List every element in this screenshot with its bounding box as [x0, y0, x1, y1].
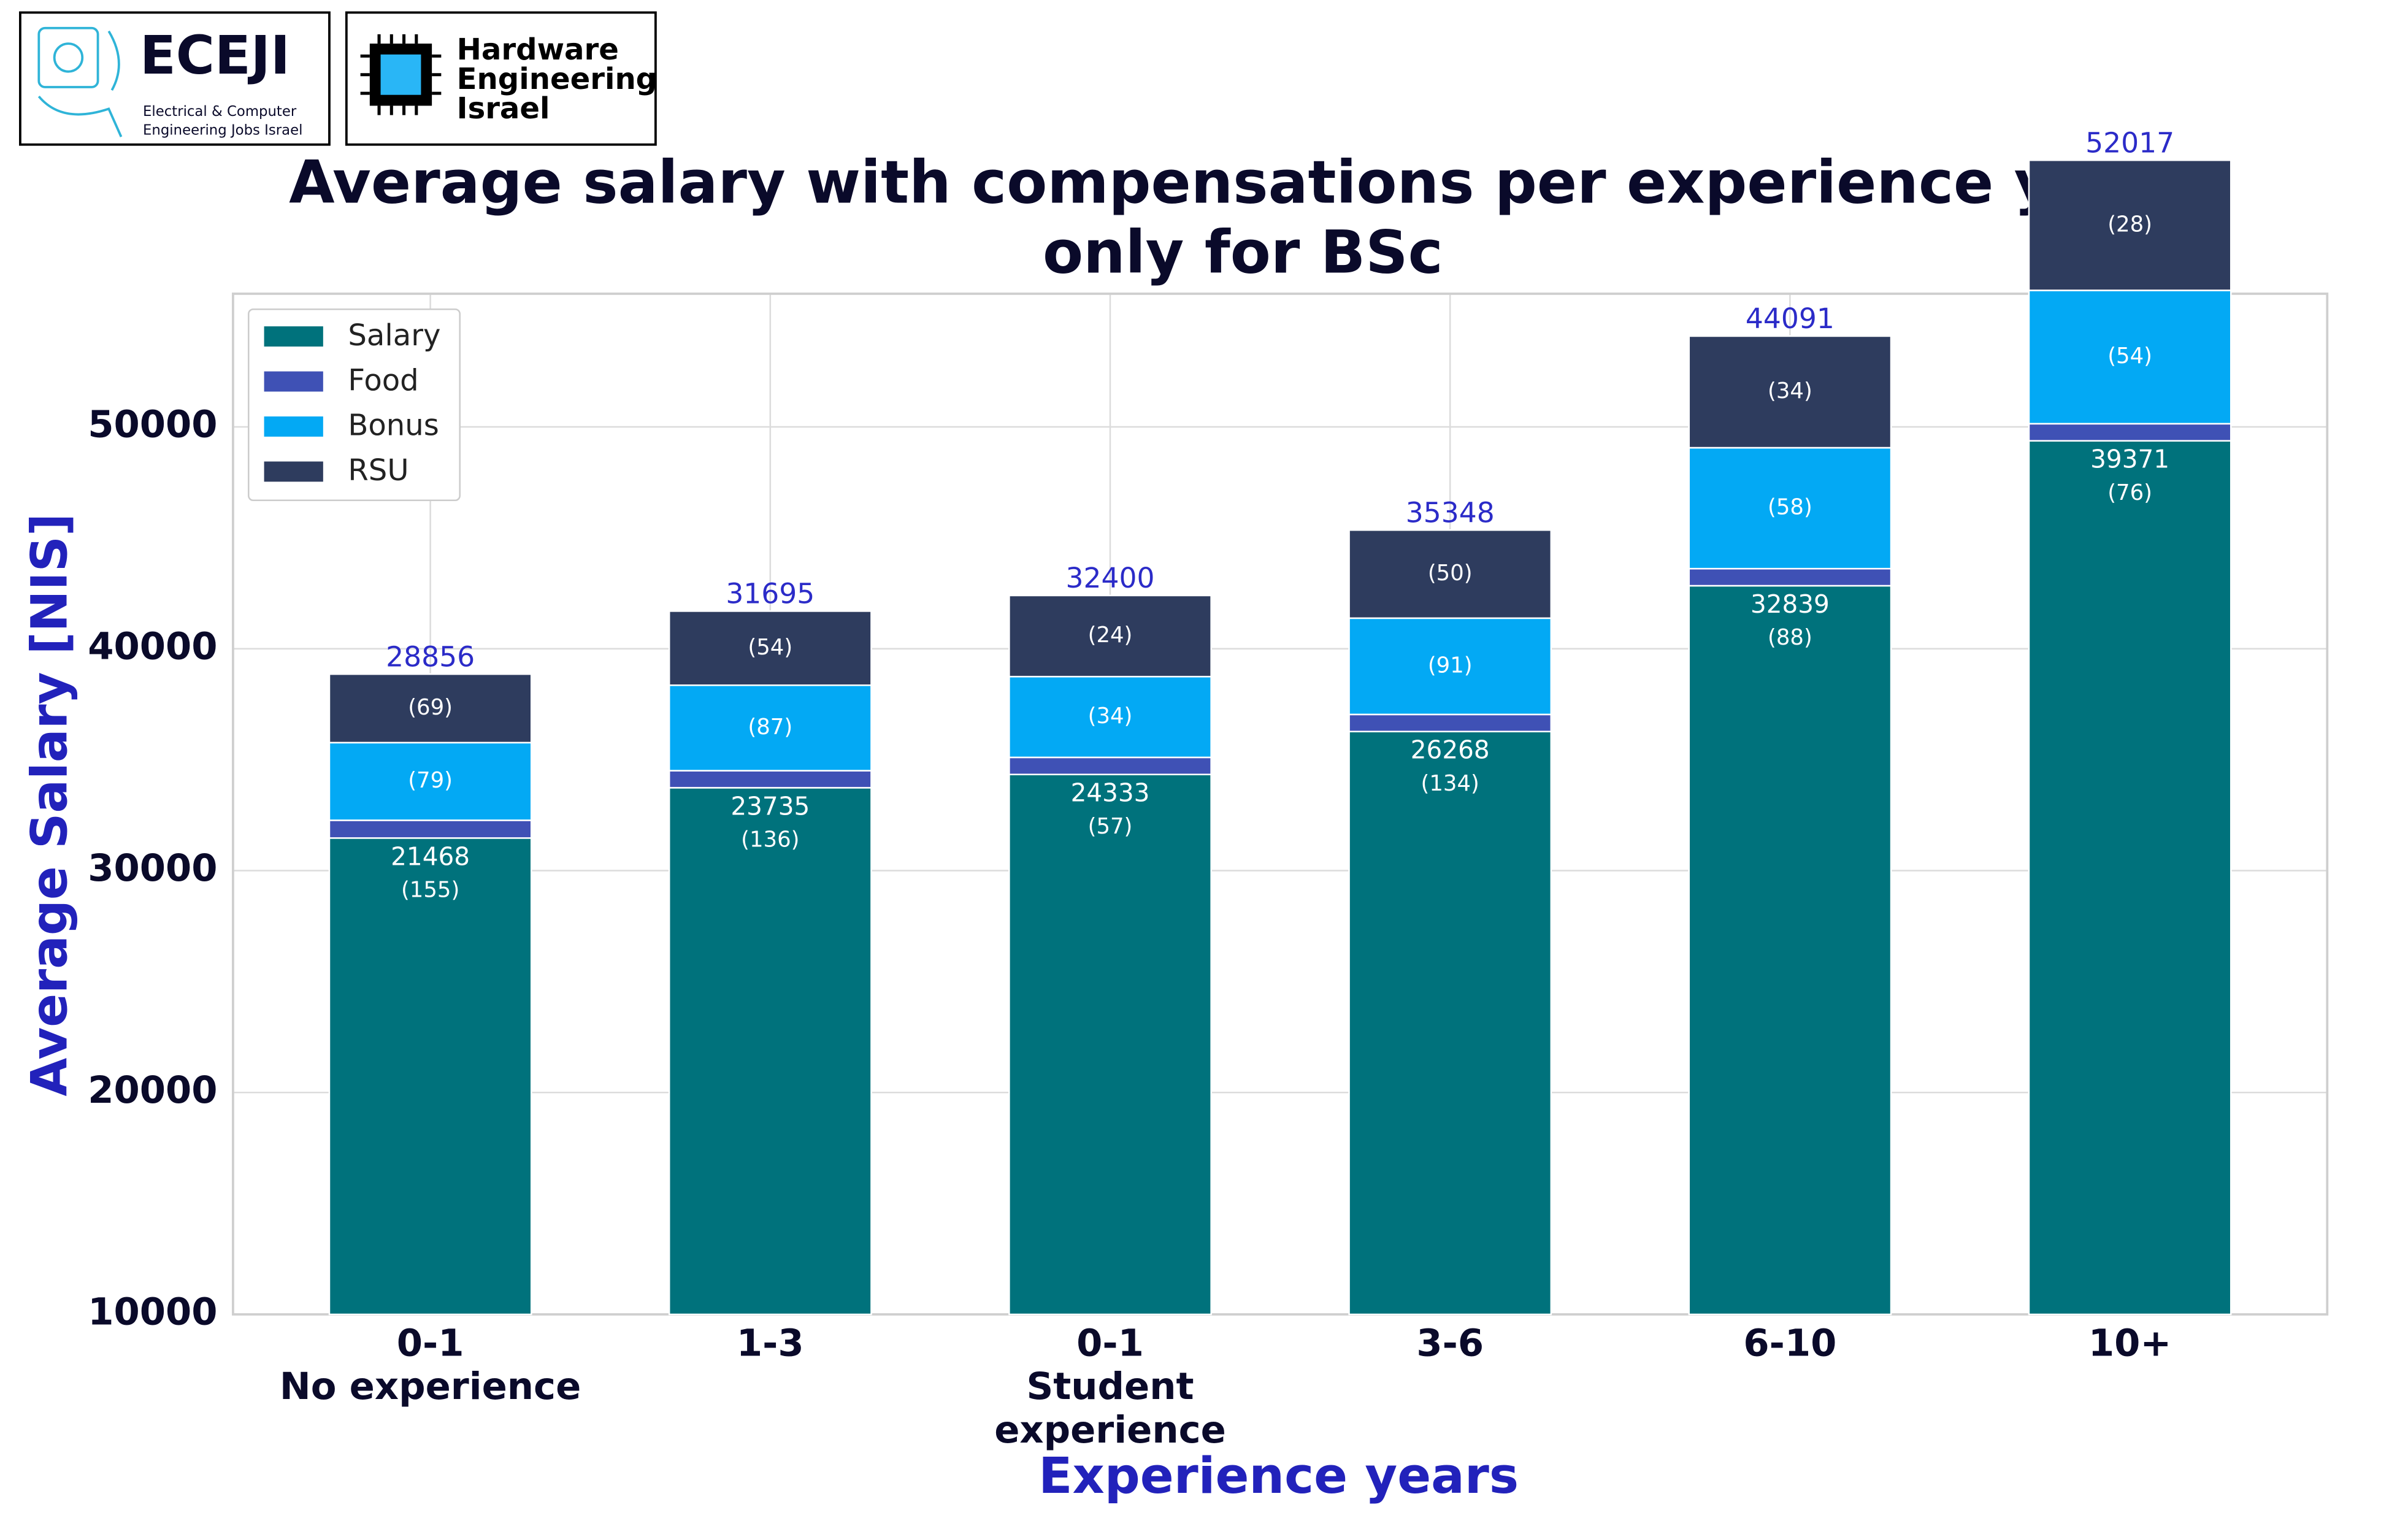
chart-title: only for BSc — [1043, 218, 1443, 286]
bar-segment — [2028, 423, 2232, 442]
total-label: 44091 — [1746, 302, 1835, 335]
count-label: (58) — [1768, 495, 1812, 520]
legend-swatch — [264, 416, 323, 437]
count-label: (87) — [748, 715, 792, 740]
plot-frame — [232, 292, 2329, 1316]
count-label: (91) — [1428, 653, 1473, 678]
bar-segment — [668, 770, 872, 789]
eceji-line: Electrical & Computer — [143, 104, 297, 120]
bar-segment — [1348, 617, 1552, 716]
bar-segment — [2028, 289, 2232, 425]
bar-segment — [328, 742, 532, 821]
bar-segment — [328, 819, 532, 839]
bar-segment — [1688, 585, 1892, 1316]
x-tick-label: 1-3 — [737, 1322, 804, 1365]
count-label: (76) — [2107, 480, 2152, 505]
x-tick-label: Student — [1026, 1365, 1194, 1408]
bar-segment — [1348, 713, 1552, 732]
total-label: 32400 — [1066, 562, 1155, 594]
x-tick-label: No experience — [280, 1365, 581, 1408]
y-tick-label: 20000 — [88, 1069, 217, 1112]
legend-swatch — [264, 461, 323, 482]
count-label: (57) — [1088, 814, 1133, 839]
bar-segment — [1008, 773, 1212, 1316]
y-tick-label: 50000 — [88, 404, 217, 447]
eceji-line: Engineering Jobs Israel — [143, 122, 302, 138]
count-label: (88) — [1768, 625, 1812, 650]
hwi-line: Hardware — [457, 33, 619, 67]
bar-segment — [668, 610, 872, 686]
count-label: (34) — [1768, 378, 1812, 404]
count-label: (79) — [408, 768, 453, 793]
hwi-icon — [360, 34, 442, 115]
y-tick-label: 40000 — [88, 625, 217, 668]
x-tick-label: 6-10 — [1743, 1322, 1836, 1365]
legend-label: RSU — [348, 453, 408, 488]
bar-segment — [1348, 730, 1552, 1316]
count-label: (69) — [408, 695, 453, 720]
eceji-icon — [37, 26, 123, 137]
legend-box — [247, 308, 461, 502]
eceji-logo-frame — [19, 11, 331, 146]
legend-label: Food — [348, 363, 418, 397]
total-label: 28856 — [386, 640, 475, 673]
count-label: (54) — [2107, 343, 2152, 369]
data-label: 24333 — [1071, 778, 1150, 808]
legend-label: Salary — [348, 318, 440, 353]
data-label: 26268 — [1411, 735, 1490, 765]
count-label: (134) — [1421, 771, 1479, 796]
count-label: (50) — [1428, 561, 1473, 586]
bar-segment — [1008, 594, 1212, 678]
total-label: 31695 — [726, 578, 815, 610]
x-axis-label: Experience years — [1038, 1447, 1519, 1505]
legend-swatch — [264, 371, 323, 392]
bar-segment — [328, 673, 532, 744]
bar-segment — [1008, 756, 1212, 775]
total-label: 52017 — [2085, 126, 2174, 159]
data-label: 39371 — [2090, 445, 2169, 474]
eceji-name: ECEJI — [140, 25, 290, 86]
count-label: (54) — [748, 635, 792, 660]
count-label: (155) — [401, 877, 459, 902]
bar-segment — [668, 787, 872, 1316]
count-label: (34) — [1088, 703, 1133, 729]
y-axis-label: Average Salary [NIS] — [21, 513, 79, 1096]
hwi-line: Engineering — [457, 62, 657, 96]
bar-segment — [2028, 440, 2232, 1316]
count-label: (28) — [2107, 212, 2152, 237]
bar-segment — [1688, 335, 1892, 449]
chart-title: Average salary with compensations per ex… — [289, 148, 2196, 217]
hwi-line: Israel — [457, 91, 550, 126]
bar-segment — [1008, 675, 1212, 759]
y-tick-label: 30000 — [88, 847, 217, 890]
x-tick-label: 10+ — [2088, 1322, 2171, 1365]
bar-segment — [1688, 567, 1892, 587]
legend-swatch — [264, 326, 323, 347]
legend-label: Bonus — [348, 408, 439, 443]
x-tick-label: 3-6 — [1416, 1322, 1484, 1365]
data-label: 32839 — [1750, 589, 1830, 619]
y-tick-label: 10000 — [88, 1291, 217, 1334]
bar-segment — [2028, 159, 2232, 291]
data-label: 21468 — [391, 841, 470, 871]
x-tick-label: 0-1 — [1076, 1322, 1144, 1365]
count-label: (24) — [1088, 623, 1133, 648]
x-tick-label: 0-1 — [397, 1322, 464, 1365]
total-label: 35348 — [1406, 496, 1495, 529]
bar-segment — [1688, 447, 1892, 570]
x-tick-label: experience — [994, 1409, 1226, 1452]
bar-segment — [1348, 529, 1552, 619]
count-label: (136) — [741, 827, 799, 852]
bar-segment — [328, 837, 532, 1316]
data-label: 23735 — [730, 791, 810, 821]
